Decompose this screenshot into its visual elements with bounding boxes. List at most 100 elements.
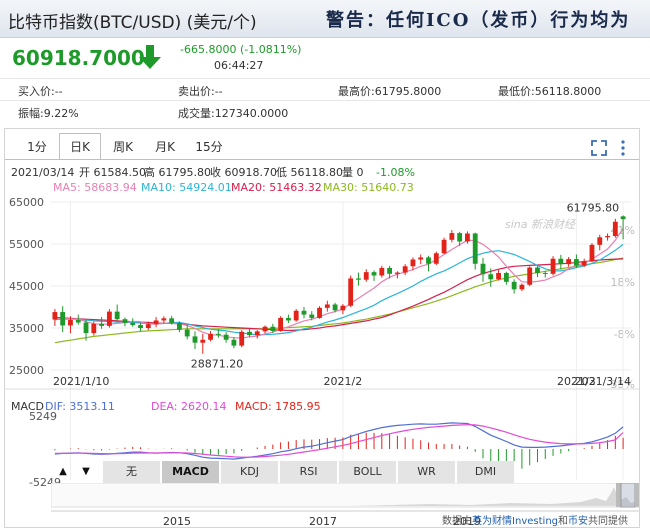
price-change: -665.8000 (-1.0811%) [180,43,302,56]
range-navigator[interactable]: 2015 2017 2019 [51,483,641,527]
candle-body [433,253,439,264]
candle-body [387,267,393,274]
candle-body [200,339,206,343]
candle-body [371,272,377,276]
fullscreen-icon[interactable] [590,139,608,157]
navigator-area [51,487,639,506]
tab-kdj[interactable]: KDJ [221,461,279,483]
candle-body [550,258,556,274]
candle-body [472,233,478,264]
candle-body [184,329,190,337]
candle-body [457,233,463,242]
ma5-line [54,228,624,339]
scroll-up-button[interactable]: ▲ [59,466,67,477]
candle-body [379,267,385,276]
scroll-down-button[interactable]: ▼ [82,466,90,477]
page-title: 比特币指数(BTC/USD) (美元/个) [8,13,257,33]
candle-body [542,272,548,274]
candle-body [91,323,97,334]
candle-body [278,317,284,331]
candle-body [83,322,89,334]
macd-marks: 5249-5249 [29,410,624,489]
candle-body [130,322,136,326]
footer-brand-binance[interactable]: 币安 [568,516,588,527]
footer-prefix: 数据由 [442,516,473,527]
y-tick-label: 65000 [9,196,44,209]
candle-body [215,333,221,335]
ma30-label: MA30: 51640.73 [323,181,414,194]
candle-body [262,326,268,332]
candle-body [270,326,276,331]
quote-time: 06:44:27 [214,59,264,72]
candle-body [496,272,501,280]
warning-banner: 警告：任何ICO（发币）行为均为 [326,10,631,31]
candle-body [114,311,120,320]
ma5-label: MA5: 58683.94 [53,181,137,194]
candle-body [612,221,618,237]
y-tick-label: 55000 [9,238,44,251]
navigator-window[interactable] [620,483,636,508]
x-tick-label: 2021/3/14 [575,375,631,388]
tab-boll[interactable]: BOLL [339,461,397,483]
kline-chart[interactable]: 2021/03/14 开 61584.50 高 61795.80 收 60918… [5,160,639,490]
more-vertical-icon[interactable] [619,139,627,157]
candle-body [138,325,143,328]
amplitude: 振幅:9.22% [18,107,79,120]
candle-body [177,322,182,330]
ohlc-high: 高 61795.80 [144,165,211,179]
candle-body [52,312,58,320]
candle-body [511,281,517,290]
candle-body [519,284,525,290]
candle-body [410,259,416,267]
current-price: 60918.7000 [12,46,145,70]
navigator-handle-left[interactable] [616,483,621,507]
year-label-2019: 2019 [453,515,481,527]
price-grid: 650005500045000350002500041%18%-8%-35%20… [5,196,639,480]
tab-rsi[interactable]: RSI [280,461,338,483]
candle-body [527,267,533,285]
tab-none[interactable]: 无 [103,461,161,483]
candle-body [145,324,151,328]
candle-body [441,239,447,254]
max-annotation: 61795.80 [567,201,620,214]
navigator-handle-right[interactable] [635,483,639,507]
candle-body [356,278,361,280]
tab-daily-k[interactable]: 日K [59,133,101,160]
tab-monthly-k[interactable]: 月K [155,140,175,154]
footer-brand-investing[interactable]: 英为财情Investing [472,516,558,527]
ma10-label: MA10: 54924.01 [141,181,232,194]
ohlc-volume: 量 0 [342,166,364,179]
candle-body [465,233,470,242]
candle-body [293,310,299,321]
tab-1min[interactable]: 1分 [27,140,47,154]
candle-body [589,244,595,262]
ohlc-date: 2021/03/14 [11,166,74,179]
dif-label: DIF: 3513.11 [45,400,115,413]
tab-dmi[interactable]: DMI [457,461,515,483]
candle-body [597,237,603,245]
watermark: sina 新浪财经 [505,218,576,231]
data-source: 数据由英为财情Investing和币安共同提供 [442,512,628,527]
ohlc-open: 开 61584.50 [79,166,146,179]
tab-macd[interactable]: MACD [162,461,220,483]
year-label-2017: 2017 [309,515,337,527]
candle-body [106,311,112,326]
candle-body [332,304,338,311]
tab-weekly-k[interactable]: 周K [113,140,133,154]
tab-15min[interactable]: 15分 [195,140,223,154]
candle-body [99,323,105,326]
candle-body [247,331,252,336]
footer-mid: 和 [558,516,568,527]
candle-body [363,272,369,280]
info-row-2: 振幅:9.22% 成交量:127340.0000 [0,100,650,122]
candle-body [60,312,66,326]
ma20-line [54,258,624,332]
macd-tick-label: 5249 [29,410,57,423]
candle-body [488,274,494,280]
candle-body [309,314,315,318]
candle-body [169,318,175,323]
quote-row: 60918.7000 -665.8000 (-1.0811%) 06:44:27 [0,38,650,78]
tab-wr[interactable]: WR [398,461,456,483]
candle-body [394,272,400,274]
candle-body [208,333,213,340]
